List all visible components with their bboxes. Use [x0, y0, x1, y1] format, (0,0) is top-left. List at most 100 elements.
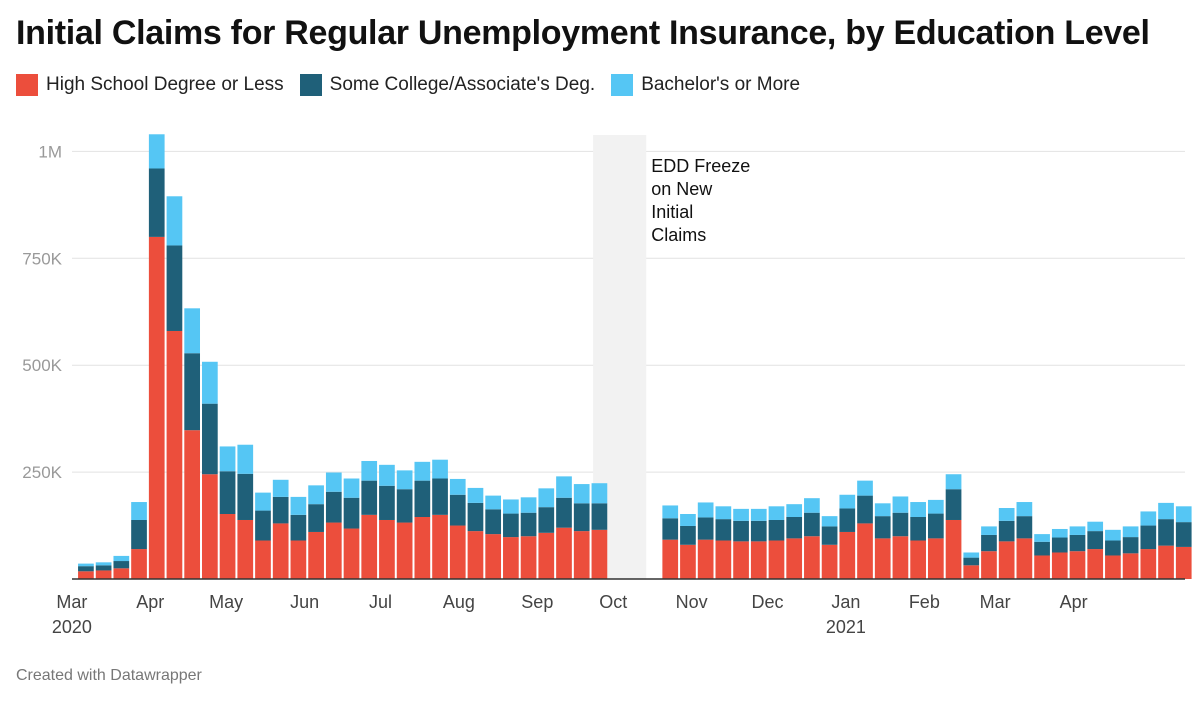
bar-segment-bachelors	[131, 502, 147, 520]
bar-segment-bachelors	[184, 308, 201, 354]
bar-segment-some-college	[963, 557, 980, 566]
bar-segment-some-college	[857, 495, 873, 524]
bar-segment-high-school	[379, 519, 395, 579]
x-tick-label: Dec	[751, 592, 783, 612]
bar-segment-some-college	[1051, 537, 1068, 553]
bar-segment-bachelors	[255, 492, 271, 511]
bar-segment-some-college	[733, 520, 749, 542]
bar-segment-some-college	[219, 471, 236, 515]
bar-segment-bachelors	[467, 487, 484, 503]
bar-segment-bachelors	[786, 504, 803, 517]
bar-segment-some-college	[131, 519, 147, 550]
bar-segment-bachelors	[768, 506, 785, 520]
bar-segment-bachelors	[1069, 526, 1086, 535]
bar-segment-some-college	[804, 512, 820, 537]
bar-segment-high-school	[839, 531, 856, 579]
bar-segment-bachelors	[414, 461, 431, 481]
bar-segment-bachelors	[325, 472, 342, 492]
bar-segment-bachelors	[95, 562, 112, 566]
bar-segment-some-college	[715, 519, 732, 541]
bar-segment-some-college	[538, 507, 555, 533]
annotation-text: EDD Freeze on New Initial Claims	[651, 156, 750, 245]
bar-segment-bachelors	[308, 485, 324, 505]
bar-segment-bachelors	[1158, 502, 1174, 520]
legend-item-bachelors: Bachelor's or More	[611, 74, 800, 96]
bar-segment-high-school	[308, 531, 324, 579]
bar-segment-some-college	[786, 516, 803, 539]
bar-segment-some-college	[78, 566, 94, 572]
bar-segment-some-college	[148, 168, 165, 237]
bar-segment-some-college	[361, 480, 378, 515]
x-tick-label: May	[209, 592, 243, 612]
bar-segment-bachelors	[910, 502, 926, 517]
bar-segment-bachelors	[237, 444, 254, 474]
bar-segment-high-school	[148, 236, 165, 579]
bar-segment-some-college	[432, 478, 448, 515]
bar-segment-bachelors	[290, 496, 307, 515]
bar-segment-high-school	[113, 568, 130, 579]
bar-segment-bachelors	[1087, 521, 1104, 532]
bar-segment-some-college	[768, 519, 785, 541]
x-tick-label: Jul	[369, 592, 392, 612]
bar-segment-some-college	[184, 353, 201, 431]
bar-segment-some-college	[680, 525, 696, 545]
bar-segment-bachelors	[485, 495, 502, 510]
bar-segment-some-college	[237, 473, 254, 520]
x-tick-label: Jan	[831, 592, 860, 612]
bar-segment-bachelors	[148, 134, 165, 169]
bar-segment-bachelors	[963, 552, 980, 558]
bar-segment-some-college	[591, 503, 608, 530]
y-tick-label: 1M	[38, 142, 62, 161]
bar-segment-some-college	[290, 514, 307, 541]
bar-segment-bachelors	[715, 506, 732, 520]
chart-title: Initial Claims for Regular Unemployment …	[16, 14, 1150, 52]
bar-segment-high-school	[857, 523, 873, 579]
legend-swatch-bachelors	[611, 74, 634, 96]
bar-segment-high-school	[1158, 545, 1174, 579]
legend: High School Degree or Less Some College/…	[16, 74, 816, 96]
bar-segment-bachelors	[839, 494, 856, 509]
bar-segment-high-school	[981, 551, 997, 579]
bar-segment-some-college	[255, 510, 271, 541]
bar-segment-high-school	[1122, 553, 1139, 579]
bar-segment-some-college	[910, 516, 926, 541]
bar-segment-bachelors	[556, 476, 572, 498]
bar-segment-bachelors	[1016, 502, 1033, 517]
legend-item-some-college: Some College/Associate's Deg.	[299, 74, 595, 96]
bar-segment-some-college	[343, 497, 360, 529]
bar-segment-some-college	[927, 513, 944, 539]
bar-segment-bachelors	[1122, 526, 1139, 538]
annotation-line: Initial	[651, 202, 693, 222]
bar-segment-high-school	[821, 544, 838, 579]
bar-segment-bachelors	[520, 497, 537, 513]
bar-segment-high-school	[361, 514, 378, 579]
bar-segment-high-school	[804, 536, 820, 579]
bar-segment-bachelors	[857, 480, 873, 496]
bar-segment-some-college	[485, 509, 502, 535]
bar-segment-bachelors	[804, 498, 820, 513]
bar-segment-bachelors	[1175, 506, 1192, 523]
x-tick-label: Mar	[56, 592, 87, 612]
bar-segment-some-college	[1105, 540, 1121, 556]
bar-segment-high-school	[219, 514, 236, 579]
bar-segment-some-college	[945, 489, 962, 520]
bar-segment-bachelors	[981, 526, 997, 535]
bar-segment-some-college	[750, 520, 767, 542]
bar-segment-high-school	[184, 430, 201, 579]
bar-segment-high-school	[290, 540, 307, 579]
bar-segment-some-college	[414, 480, 431, 517]
bar-segment-high-school	[131, 549, 147, 579]
bar-segment-high-school	[556, 527, 572, 579]
bar-segment-high-school	[1105, 555, 1121, 579]
bar-segment-high-school	[78, 571, 94, 579]
bar-segment-high-school	[343, 528, 360, 579]
bar-segment-some-college	[981, 534, 997, 552]
footer-credit: Created with Datawrapper	[16, 667, 202, 684]
bar-segment-bachelors	[662, 505, 679, 519]
bar-segment-high-school	[927, 538, 944, 579]
bar-segment-bachelors	[750, 508, 767, 521]
y-tick-label: 500K	[22, 356, 62, 375]
bar-segment-high-school	[786, 538, 803, 579]
bar-segment-bachelors	[432, 459, 448, 479]
